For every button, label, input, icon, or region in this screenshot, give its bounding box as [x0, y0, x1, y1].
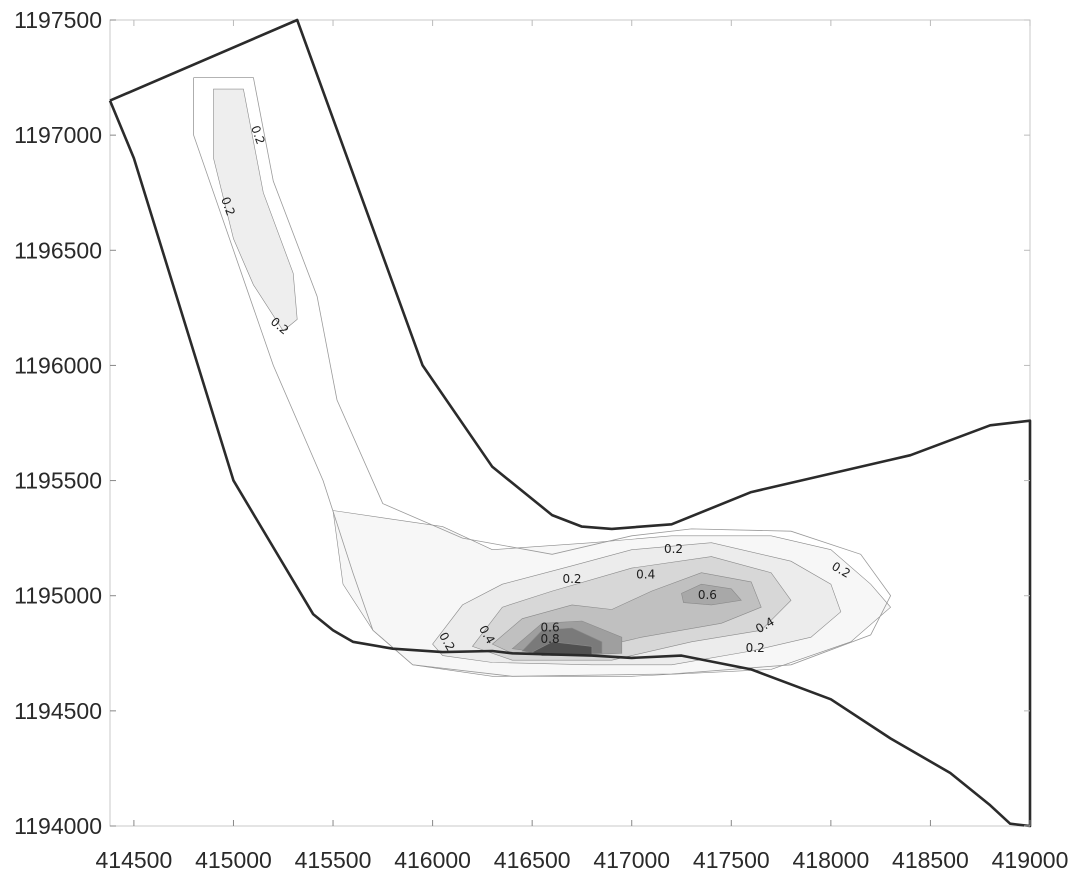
x-tick-label-8: 418500 — [892, 847, 969, 873]
y-tick-label-0: 1194000 — [14, 813, 102, 839]
y-tick-label-5: 1196500 — [14, 237, 102, 263]
contour-label-13: 0.8 — [541, 632, 560, 646]
x-tick-label-5: 417000 — [593, 847, 670, 873]
y-tick-label-6: 1197000 — [14, 122, 102, 148]
x-tick-label-0: 414500 — [96, 847, 173, 873]
contour-region-5 — [681, 583, 742, 606]
contour-label-12: 0.6 — [541, 621, 560, 635]
x-tick-label-6: 417500 — [693, 847, 770, 873]
y-tick-label-1: 1194500 — [14, 698, 102, 724]
contour-label-6: 0.2 — [746, 641, 765, 655]
x-axis: 414500 415000 415500 416000 416500 417000 4175… — [96, 20, 1069, 873]
x-tick-label-1: 415000 — [195, 847, 272, 873]
boundary-line — [108, 18, 1032, 828]
contour-label-4: 0.2 — [664, 542, 683, 556]
contour-label-9: 0.4 — [636, 568, 655, 582]
contour-label-11: 0.6 — [698, 588, 717, 602]
contour-label-0: 0.2 — [248, 124, 268, 147]
x-tick-label-7: 418000 — [792, 847, 869, 873]
y-tick-label-7: 1197500 — [14, 7, 102, 33]
y-tick-label-4: 1196000 — [14, 352, 102, 378]
x-tick-label-2: 415500 — [295, 847, 372, 873]
contour-label-1: 0.2 — [218, 195, 238, 218]
contour-fills — [213, 88, 892, 677]
x-tick-label-3: 416000 — [394, 847, 471, 873]
y-tick-label-3: 1195500 — [14, 468, 102, 494]
channel-boundary — [108, 18, 1032, 828]
y-axis: 1194000 1194500 1195000 1195500 1196000 11965… — [14, 7, 1030, 839]
y-tick-label-2: 1195000 — [14, 583, 102, 609]
x-tick-label-9: 419000 — [992, 847, 1069, 873]
contour-region-8 — [213, 88, 298, 332]
x-tick-label-4: 416500 — [494, 847, 571, 873]
contour-label-3: 0.2 — [562, 572, 581, 586]
contour-line-0 — [193, 77, 892, 677]
contour-lines — [193, 77, 892, 677]
